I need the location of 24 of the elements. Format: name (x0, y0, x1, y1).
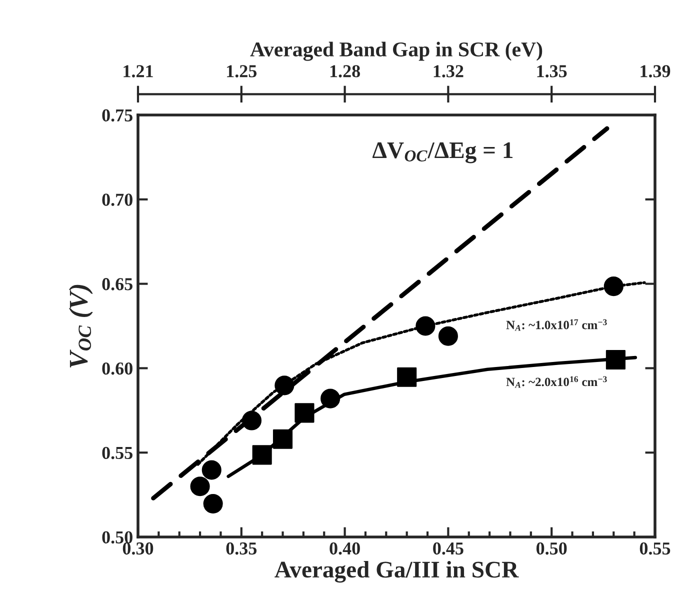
x-tick-label: 0.30 (122, 542, 154, 555)
y-tick-label: 0.50 (102, 531, 132, 544)
x2-tick-label: 1.21 (124, 65, 153, 78)
x2-tick-label: 1.25 (227, 65, 257, 78)
x-tick-label: 0.40 (330, 542, 360, 555)
annotation: N$_{A}$: ~1.0x10$^{17}$ cm$^{−3}$ (506, 319, 607, 331)
y-tick-label: 0.65 (102, 278, 132, 290)
x2-tick-label: 1.39 (640, 65, 670, 78)
annotation: N$_{A}$: ~2.0x10$^{16}$ cm$^{−3}$ (506, 376, 607, 388)
y-tick-label: 0.75 (102, 109, 132, 122)
y-tick-label: 0.70 (102, 194, 132, 206)
y-tick-label: 0.60 (102, 362, 132, 375)
y-tick-label: 0.55 (102, 446, 132, 460)
x-axis-title: Averaged Ga/III in SCR (274, 561, 519, 583)
x2-tick-label: 1.32 (434, 65, 464, 78)
x-tick-label: 0.55 (640, 542, 670, 555)
x2-tick-label: 1.28 (330, 65, 360, 78)
x2-axis-title: Averaged Band Gap in SCR (eV) (250, 42, 542, 61)
x-tick-label: 0.35 (226, 542, 257, 555)
x-tick-label: 0.50 (536, 542, 567, 555)
x-tick-label: 0.45 (433, 542, 464, 555)
annotation: ΔV$_{OC}$/ΔEg = 1 (372, 142, 513, 164)
y-axis-title: V$_{OC}$ (V) (68, 284, 93, 368)
x2-tick-label: 1.35 (537, 65, 567, 78)
